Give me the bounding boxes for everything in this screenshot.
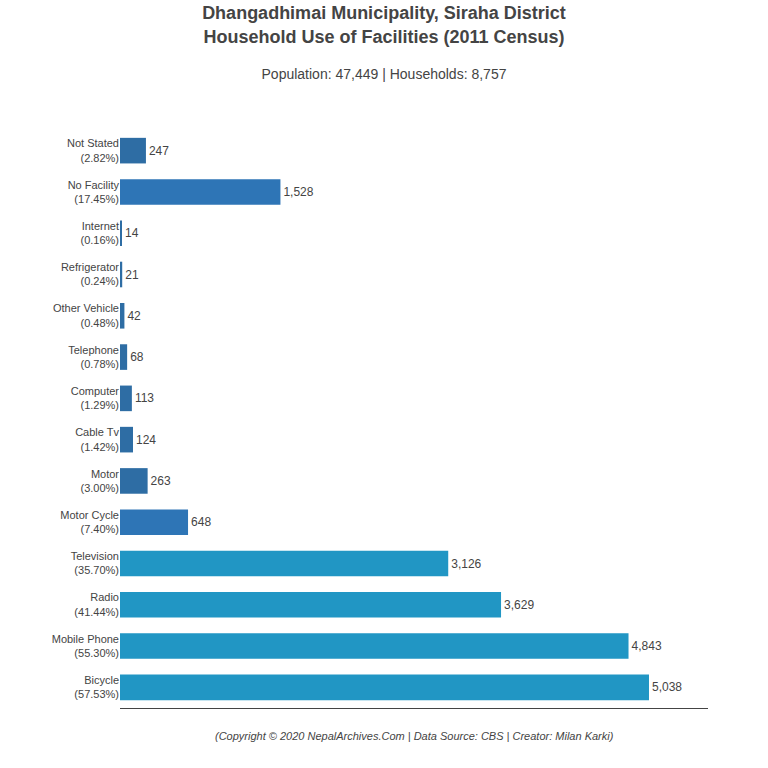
svg-text:Motor(3.00%): Motor(3.00%)	[80, 468, 119, 494]
svg-text:Refrigerator(0.24%): Refrigerator(0.24%)	[61, 261, 119, 287]
svg-text:124: 124	[136, 433, 156, 447]
svg-text:21: 21	[125, 268, 139, 282]
svg-text:Other Vehicle(0.48%): Other Vehicle(0.48%)	[53, 302, 119, 328]
svg-text:Radio(41.44%): Radio(41.44%)	[74, 591, 119, 617]
svg-text:3,126: 3,126	[451, 557, 481, 571]
svg-text:263: 263	[151, 474, 171, 488]
svg-text:Motor Cycle(7.40%): Motor Cycle(7.40%)	[60, 509, 119, 535]
svg-text:Telephone(0.78%): Telephone(0.78%)	[68, 344, 119, 370]
svg-text:Cable Tv(1.42%): Cable Tv(1.42%)	[75, 426, 119, 452]
svg-text:Computer(1.29%): Computer(1.29%)	[71, 385, 120, 411]
svg-text:Not Stated(2.82%): Not Stated(2.82%)	[67, 137, 119, 163]
svg-text:113: 113	[135, 391, 154, 405]
svg-text:Mobile Phone(55.30%): Mobile Phone(55.30%)	[52, 633, 119, 659]
svg-text:Internet(0.16%): Internet(0.16%)	[80, 220, 119, 246]
svg-text:1,528: 1,528	[283, 185, 313, 199]
svg-text:Population: 47,449 | Household: Population: 47,449 | Households: 8,757	[262, 66, 507, 82]
svg-text:648: 648	[191, 515, 211, 529]
svg-text:(Copyright © 2020 NepalArchive: (Copyright © 2020 NepalArchives.Com | Da…	[215, 730, 614, 742]
svg-text:Television(35.70%): Television(35.70%)	[71, 550, 119, 576]
svg-text:No Facility(17.45%): No Facility(17.45%)	[68, 179, 120, 205]
svg-text:5,038: 5,038	[652, 680, 682, 694]
svg-text:14: 14	[125, 226, 139, 240]
svg-text:4,843: 4,843	[632, 639, 662, 653]
svg-text:Dhangadhimai Municipality, Sir: Dhangadhimai Municipality, Siraha Distri…	[202, 3, 566, 46]
svg-text:68: 68	[130, 350, 144, 364]
svg-text:247: 247	[149, 144, 169, 158]
svg-text:3,629: 3,629	[504, 598, 534, 612]
svg-text:Bicycle(57.53%): Bicycle(57.53%)	[74, 674, 119, 700]
svg-text:42: 42	[127, 309, 141, 323]
